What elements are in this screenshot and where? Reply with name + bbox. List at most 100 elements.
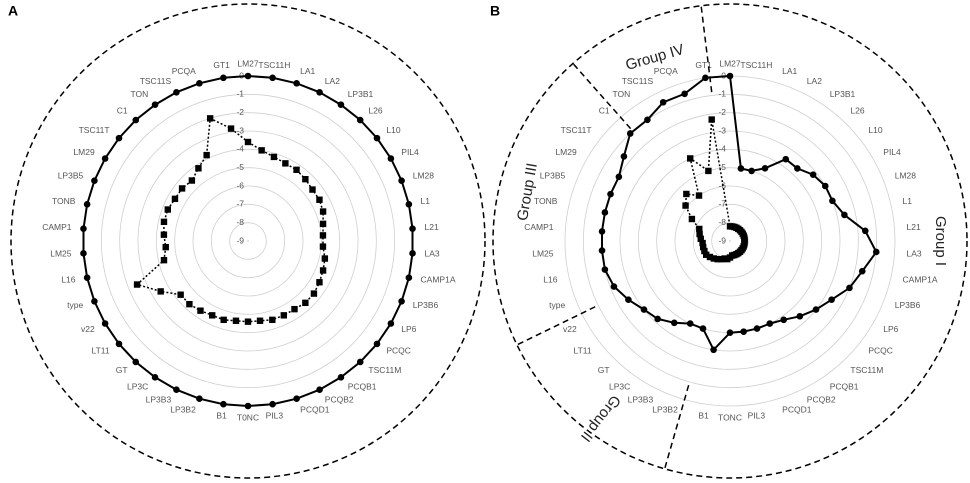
point <box>101 320 109 327</box>
point <box>293 395 300 402</box>
point <box>737 165 745 172</box>
point <box>699 239 706 247</box>
point <box>316 386 323 393</box>
point <box>293 80 300 87</box>
point <box>702 74 709 82</box>
category-label: LM28 <box>895 171 917 181</box>
point <box>203 151 210 159</box>
point <box>91 297 98 305</box>
point <box>319 208 327 215</box>
category-label: LP3C <box>127 381 148 391</box>
category-label: PIL4 <box>883 147 901 157</box>
point <box>319 267 327 274</box>
point <box>269 316 276 324</box>
category-label: LM29 <box>73 147 95 157</box>
category-label: LM25 <box>532 248 554 258</box>
y-tick-label: -3 <box>236 125 244 135</box>
y-tick-label: -2 <box>236 107 244 117</box>
point <box>309 186 316 193</box>
point <box>405 274 413 282</box>
point <box>872 248 880 256</box>
group-label: Group II <box>577 392 624 445</box>
point <box>726 72 734 80</box>
point <box>405 200 413 208</box>
category-label: TONB <box>52 196 76 206</box>
point <box>748 167 755 175</box>
point <box>620 153 628 160</box>
point <box>132 116 140 124</box>
grid-circle <box>637 148 823 334</box>
point <box>91 177 98 185</box>
category-label: L10 <box>386 125 400 135</box>
category-label: LP3B1 <box>348 89 374 99</box>
panel-label: A <box>8 3 18 19</box>
grid-circle <box>155 148 341 334</box>
point <box>699 325 707 332</box>
y-tick-label: -7 <box>718 199 726 209</box>
point <box>173 386 180 393</box>
point <box>610 283 618 290</box>
point <box>337 374 345 381</box>
point <box>780 316 788 324</box>
point <box>220 316 227 324</box>
point <box>761 165 769 172</box>
point <box>293 166 300 174</box>
point <box>861 227 869 235</box>
point <box>708 116 715 123</box>
point <box>115 340 123 348</box>
panel-outline <box>492 3 968 479</box>
point <box>601 266 609 273</box>
point <box>310 290 318 297</box>
point <box>319 220 327 228</box>
point <box>256 317 264 324</box>
point <box>316 279 323 286</box>
grid-circle <box>174 167 322 315</box>
point <box>696 230 703 238</box>
point <box>644 116 651 124</box>
point <box>171 195 179 203</box>
category-label: LM27 <box>719 58 741 68</box>
category-label: type <box>549 300 565 310</box>
point <box>178 185 186 192</box>
category-label: L1 <box>903 196 913 206</box>
point <box>319 243 327 250</box>
grid-circle <box>674 185 786 297</box>
point <box>829 197 836 205</box>
category-label: LP3B3 <box>146 395 172 405</box>
point <box>258 147 265 154</box>
point <box>373 340 381 348</box>
point <box>615 173 623 181</box>
category-label: B1 <box>216 410 227 420</box>
point <box>316 196 323 203</box>
category-label: v22 <box>81 324 95 334</box>
point <box>133 281 141 288</box>
category-label: LP3B5 <box>540 171 566 181</box>
grid-circle <box>137 130 359 352</box>
point <box>387 320 395 327</box>
y-tick-label: -4 <box>236 144 244 154</box>
group-label: Group III <box>514 162 541 222</box>
category-label: LP6 <box>883 324 898 334</box>
grid-circle <box>100 93 396 389</box>
point <box>195 165 202 172</box>
grid-circle <box>210 203 286 279</box>
point <box>177 291 184 298</box>
category-label: LP3B2 <box>170 404 196 414</box>
point <box>858 267 866 275</box>
category-label: PCQB1 <box>830 381 859 391</box>
category-label: v22 <box>563 324 577 334</box>
y-tick-label: -3 <box>718 125 726 135</box>
point <box>821 182 829 190</box>
point <box>718 255 725 263</box>
y-tick-label: -4 <box>718 144 726 154</box>
point <box>269 400 276 408</box>
y-tick-label: 0 <box>239 70 244 80</box>
category-label: LP3B5 <box>58 171 84 181</box>
category-label: LP3C <box>609 381 630 391</box>
point <box>319 232 327 239</box>
grid-circle <box>82 75 414 407</box>
category-label: LA1 <box>782 66 797 76</box>
point <box>841 211 848 219</box>
category-label: B1 <box>698 410 709 420</box>
